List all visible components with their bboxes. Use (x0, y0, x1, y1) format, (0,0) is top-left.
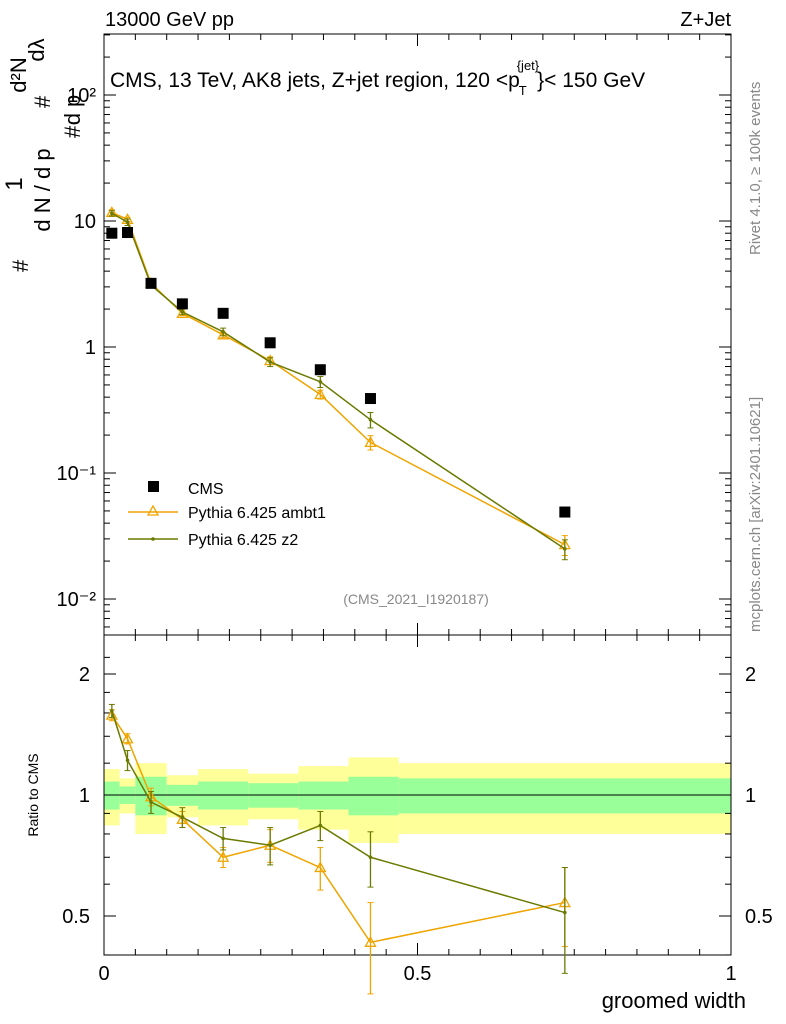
y-tick-label-main: 10 (74, 211, 96, 233)
legend-z2-marker (151, 537, 155, 541)
data-point-cms (559, 506, 571, 518)
data-point-cms (314, 364, 326, 376)
ratio-point-z2 (563, 910, 567, 915)
ratio-point-z2 (221, 836, 225, 841)
y-tick-label-main: 10⁻¹ (57, 463, 97, 485)
ratio-band-stat (298, 781, 349, 810)
y-tick-label-ratio: 1 (79, 785, 90, 807)
ylabel-denominator: d N / d p (30, 148, 55, 231)
legend-ambt1-marker (146, 504, 160, 516)
legend-cms-label: CMS (188, 481, 224, 498)
legend-cms-marker (148, 481, 159, 492)
header-right: Z+Jet (680, 9, 731, 31)
data-point-z2 (268, 360, 272, 364)
series-line-1 (111, 212, 566, 550)
ratio-point-z2 (318, 823, 323, 828)
ylabel-dp: d p (60, 95, 85, 126)
x-tick-label: 0 (98, 963, 109, 985)
y-tick-label-ratio-right: 0.5 (745, 906, 773, 928)
chart-title: CMS, 13 TeV, AK8 jets, Z+jet region, 120… (110, 58, 645, 98)
ratio-point-z2 (180, 815, 185, 820)
series-line-0 (111, 211, 566, 546)
ratio-point-ambt1 (121, 732, 134, 744)
side-label-mcplots: mcplots.cern.ch [arXiv:2401.10621] (747, 397, 764, 632)
ylabel-d2N: d²N (6, 57, 31, 92)
ratio-point-z2 (368, 855, 373, 860)
side-label-rivet: Rivet 4.1.0, ≥ 100k events (747, 82, 764, 255)
y-tick-label-ratio: 2 (79, 664, 90, 686)
title-sup: {jet} (517, 58, 540, 73)
ratio-point-z2 (110, 708, 114, 713)
data-point-cms (145, 277, 157, 289)
ratio-point-ambt1 (105, 708, 118, 720)
x-axis-label: groomed width (602, 988, 746, 1013)
data-point-cms (217, 307, 229, 319)
x-tick-label: 1 (725, 963, 736, 985)
y-tick-label-main: 1 (85, 337, 96, 359)
data-point-cms (364, 393, 376, 405)
data-point-z2 (180, 310, 185, 314)
ratio-band-stat (348, 776, 399, 816)
ylabel-hash-2: # (30, 95, 55, 108)
y-tick-label-main: 10⁻² (57, 589, 97, 611)
ratio-band-stat (104, 781, 120, 810)
legend-z2-label: Pythia 6.425 z2 (188, 532, 298, 549)
x-tick-label: 0.5 (404, 963, 432, 985)
ratio-band-stat (398, 778, 731, 814)
data-point-z2 (110, 211, 114, 216)
data-point-z2 (563, 547, 567, 551)
ratio-point-ambt1 (217, 850, 230, 862)
data-point-z2 (221, 330, 225, 334)
data-point-cms (122, 227, 134, 239)
data-point-z2 (368, 417, 373, 422)
data-point-cms (176, 298, 188, 310)
ratio-band-stat (198, 781, 249, 810)
main-ylabel: # 1 d N / d p # # d p d²N dλ (1, 38, 85, 272)
legend-ambt1-label: Pythia 6.425 ambt1 (188, 505, 326, 522)
analysis-id: (CMS_2021_I1920187) (343, 591, 489, 607)
ratio-point-ambt1 (314, 861, 327, 873)
ylabel-fraction: 1 (1, 177, 28, 190)
data-point-ambt1 (364, 436, 377, 448)
ratio-point-z2 (125, 758, 130, 763)
ylabel-hash-3: # (60, 125, 85, 138)
data-point-cms (106, 227, 118, 239)
ratio-point-z2 (149, 800, 153, 804)
title-sub: T (519, 83, 527, 98)
data-point-z2 (125, 220, 130, 224)
ratio-ylabel: Ratio to CMS (25, 753, 41, 836)
header-left: 13000 GeV pp (105, 9, 234, 31)
y-tick-label-ratio: 0.5 (62, 906, 90, 928)
ratio-point-ambt1 (364, 935, 377, 947)
legend: CMS Pythia 6.425 ambt1 Pythia 6.425 z2 (128, 481, 326, 549)
data-point-z2 (318, 379, 323, 384)
y-tick-label-main: 10² (67, 85, 96, 107)
data-point-cms (264, 337, 276, 349)
data-point-ambt1 (314, 388, 327, 400)
ylabel-dlambda: dλ (24, 38, 49, 61)
y-tick-label-ratio-right: 2 (745, 664, 756, 686)
ratio-point-z2 (268, 843, 272, 848)
ylabel-hash-1: # (8, 259, 33, 272)
y-tick-label-ratio-right: 1 (745, 785, 756, 807)
